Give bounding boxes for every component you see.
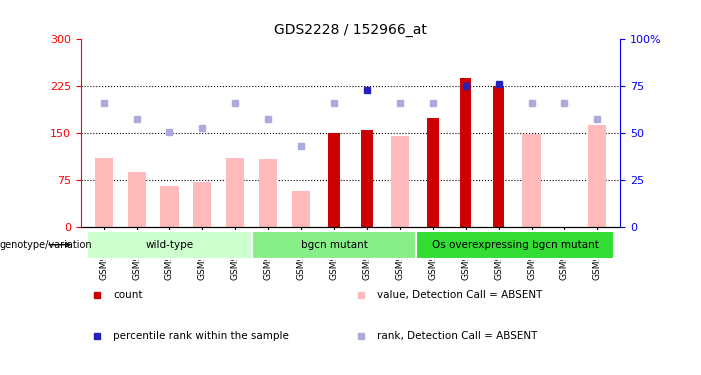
Text: percentile rank within the sample: percentile rank within the sample bbox=[113, 331, 289, 341]
Text: genotype/variation: genotype/variation bbox=[0, 240, 93, 250]
Bar bbox=[328, 133, 340, 227]
Text: rank, Detection Call = ABSENT: rank, Detection Call = ABSENT bbox=[378, 331, 538, 341]
Bar bbox=[87, 231, 252, 259]
Text: count: count bbox=[113, 290, 142, 300]
Title: GDS2228 / 152966_at: GDS2228 / 152966_at bbox=[274, 23, 427, 37]
Bar bbox=[128, 172, 146, 227]
Text: Os overexpressing bgcn mutant: Os overexpressing bgcn mutant bbox=[432, 240, 599, 250]
Bar bbox=[226, 158, 245, 227]
Bar bbox=[522, 134, 540, 227]
Bar bbox=[361, 130, 373, 227]
Text: wild-type: wild-type bbox=[145, 240, 193, 250]
Bar bbox=[161, 186, 179, 227]
Bar bbox=[95, 158, 113, 227]
Bar bbox=[252, 231, 416, 259]
Bar bbox=[493, 86, 504, 227]
Bar bbox=[259, 159, 278, 227]
Bar bbox=[460, 78, 472, 227]
Bar bbox=[588, 125, 606, 227]
Bar bbox=[193, 182, 212, 227]
Bar bbox=[292, 190, 310, 227]
Bar bbox=[427, 117, 439, 227]
Bar bbox=[391, 136, 409, 227]
Text: value, Detection Call = ABSENT: value, Detection Call = ABSENT bbox=[378, 290, 543, 300]
Bar bbox=[416, 231, 614, 259]
Text: bgcn mutant: bgcn mutant bbox=[301, 240, 367, 250]
